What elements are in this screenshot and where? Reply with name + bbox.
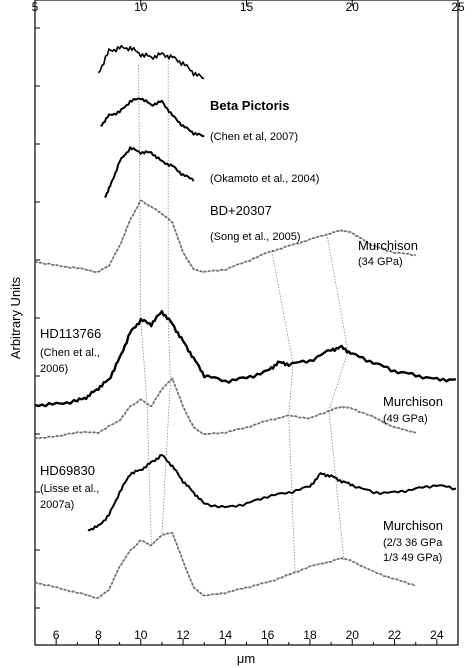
- annotation-okamoto-2004: (Okamoto et al., 2004): [210, 173, 319, 185]
- annotation-murchison-34: Murchison (34 GPa): [358, 238, 418, 268]
- spectra-series: [34, 44, 457, 599]
- bottom-tick-label: 12: [176, 628, 190, 642]
- left-axis: [35, 27, 40, 609]
- bottom-tick-label: 14: [219, 628, 233, 642]
- annotation-chen-2007: (Chen et al, 2007): [210, 131, 298, 143]
- series-bd20307: [104, 146, 195, 199]
- annotation-song-2005-line: (Song et al., 2005): [210, 231, 301, 243]
- annotation-beta-pictoris-line: Beta Pictoris: [210, 98, 289, 113]
- top-tick-label: 5: [32, 0, 39, 14]
- annotation-hd69830: HD69830 (Lisse et al., 2007a): [40, 463, 99, 511]
- x-axis-title: μm: [237, 651, 255, 666]
- series-beta-pic-okamoto: [100, 97, 205, 138]
- annotation-beta-pictoris: Beta Pictoris: [210, 98, 289, 113]
- annotation-murchison-34-line-2: (34 GPa): [358, 256, 403, 268]
- bottom-tick-label: 18: [303, 628, 317, 642]
- annotation-murchison-34-line-1: Murchison: [358, 238, 418, 253]
- feature-line-17um-band: [271, 251, 296, 573]
- top-tick-label: 10: [134, 0, 148, 14]
- top-tick-label: 25: [451, 0, 465, 14]
- bottom-tick-label: 6: [53, 628, 60, 642]
- feature-line-19um-band: [326, 234, 349, 559]
- annotation-bd20307-line: BD+20307: [210, 203, 272, 218]
- bottom-tick-label: 8: [95, 628, 102, 642]
- bottom-axis: 6 8 10 12 14 16 18 20 22 24: [53, 628, 444, 645]
- series-murchison-49: [34, 377, 416, 439]
- annotation-murchison-mix-line-3: 1/3 49 GPa): [383, 552, 442, 564]
- annotation-hd113766-line-3: 2006): [40, 363, 68, 375]
- top-tick-label: 15: [240, 0, 254, 14]
- bottom-tick-label: 22: [388, 628, 402, 642]
- annotation-murchison-49-line-2: (49 GPa): [383, 413, 428, 425]
- annotation-hd113766-line-1: HD113766: [40, 326, 101, 341]
- annotation-hd113766-line-2: (Chen et al.,: [40, 347, 100, 359]
- annotation-chen-2007-line: (Chen et al, 2007): [210, 131, 298, 143]
- bottom-tick-label: 16: [261, 628, 275, 642]
- series-hd69830: [87, 454, 457, 532]
- annotation-bd20307: BD+20307: [210, 203, 272, 218]
- feature-line-10um-band: [138, 64, 152, 546]
- series-murchison-49-underlay: [34, 377, 416, 439]
- annotation-murchison-mix-line-2: (2/3 36 GPa: [383, 537, 443, 549]
- series-murchison-mix-underlay: [34, 531, 416, 599]
- top-axis: 5 10 15 20 25: [32, 0, 465, 14]
- series-murchison-34-underlay: [34, 199, 416, 273]
- series-beta-pic-chen: [97, 44, 205, 80]
- bottom-tick-label: 24: [430, 628, 444, 642]
- top-tick-label: 20: [346, 0, 360, 14]
- bottom-tick-label: 10: [134, 628, 148, 642]
- annotation-murchison-mix-line-1: Murchison: [383, 518, 443, 533]
- annotation-murchison-mix: Murchison (2/3 36 GPa 1/3 49 GPa): [383, 518, 443, 564]
- annotation-okamoto-2004-line: (Okamoto et al., 2004): [210, 173, 319, 185]
- annotation-hd69830-line-3: 2007a): [40, 499, 74, 511]
- annotation-hd113766: HD113766 (Chen et al., 2006): [40, 326, 101, 375]
- bottom-tick-label: 20: [346, 628, 360, 642]
- annotation-murchison-49-line-1: Murchison: [383, 394, 443, 409]
- y-axis-title: Arbitrary Units: [8, 276, 23, 359]
- annotation-hd69830-line-1: HD69830: [40, 463, 95, 478]
- annotation-song-2005: (Song et al., 2005): [210, 231, 301, 243]
- series-hd113766: [34, 309, 457, 408]
- annotation-hd69830-line-2: (Lisse et al.,: [40, 483, 99, 495]
- annotation-murchison-49: Murchison (49 GPa): [383, 394, 443, 425]
